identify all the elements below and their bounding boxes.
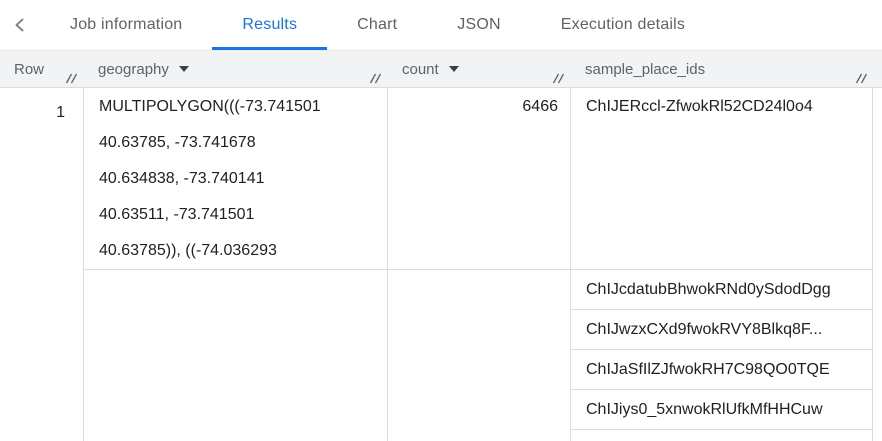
geography-line: 40.63785)), ((-74.036293 <box>99 242 277 259</box>
sort-menu-arrow-icon[interactable] <box>178 66 189 72</box>
count-cell-empty <box>387 270 570 310</box>
geography-line: 40.634838, -73.740141 <box>99 170 265 187</box>
results-table: Row geography count <box>0 50 882 441</box>
geography-cell: MULTIPOLYGON(((-73.741501 40.63785, -73.… <box>83 88 387 270</box>
geography-cell-empty <box>83 430 387 441</box>
geography-cell-empty <box>83 310 387 350</box>
geography-cell-empty <box>83 270 387 310</box>
count-cell-empty <box>387 310 570 350</box>
column-resize-icon[interactable] <box>552 72 565 84</box>
count-cell-empty <box>387 430 570 441</box>
column-header-geography: geography <box>83 51 387 87</box>
sample-place-id-cell: ChIJaSfIlZJfwokRH7C98QO0TQE <box>570 350 873 390</box>
table-subrow: ChIJaSfIlZJfwokRH7C98QO0TQE <box>0 350 882 390</box>
column-label-row: Row <box>14 60 45 78</box>
table-body: 1 MULTIPOLYGON(((-73.741501 40.63785, -7… <box>0 88 882 441</box>
sample-place-id-cell: ChIJcdatubBhwokRNd0ySdodDgg <box>570 270 873 310</box>
table-header-row: Row geography count <box>0 50 882 88</box>
column-header-sample-place-ids: sample_place_ids <box>570 51 873 87</box>
row-number-cell-empty <box>0 350 83 390</box>
geography-cell-empty <box>83 390 387 430</box>
tab-chart[interactable]: Chart <box>357 16 398 33</box>
count-cell-empty <box>387 350 570 390</box>
sample-place-id-cell: ChIJiys0_5xnwokRlUfkMfHHCuw <box>570 390 873 430</box>
row-number-cell: 1 <box>56 104 65 121</box>
tab-job-information[interactable]: Job information <box>70 16 183 33</box>
back-button[interactable] <box>12 0 40 50</box>
column-header-row: Row <box>0 51 83 87</box>
column-resize-icon[interactable] <box>855 72 868 84</box>
column-label-geography: geography <box>98 60 169 78</box>
chevron-left-icon <box>12 17 28 33</box>
geography-cell-empty <box>83 350 387 390</box>
sort-menu-arrow-icon[interactable] <box>448 66 459 72</box>
table-subrow-partial <box>0 430 882 441</box>
geography-line: 40.63785, -73.741678 <box>99 134 256 151</box>
results-tab-bar: Job information Results Chart JSON Execu… <box>0 0 882 50</box>
count-cell-empty <box>387 390 570 430</box>
row-number-cell-empty <box>0 430 83 441</box>
geography-line: 40.63511, -73.741501 <box>99 206 255 223</box>
sample-place-id-cell: ChIJERccl-ZfwokRl52CD24l0o4 <box>570 88 873 270</box>
column-resize-icon[interactable] <box>369 72 382 84</box>
table-subrow: ChIJcdatubBhwokRNd0ySdodDgg <box>0 270 882 310</box>
row-number-cell-empty <box>0 270 83 310</box>
sample-place-id-cell-empty <box>570 430 873 441</box>
row-number-cell-empty <box>0 310 83 350</box>
tab-results[interactable]: Results <box>212 0 328 50</box>
table-subrow: ChIJiys0_5xnwokRlUfkMfHHCuw <box>0 390 882 430</box>
row-number-cell-empty <box>0 390 83 430</box>
tab-json[interactable]: JSON <box>457 16 501 33</box>
sample-place-id-cell: ChIJwzxCXd9fwokRVY8Blkq8F... <box>570 310 873 350</box>
tab-execution-details[interactable]: Execution details <box>560 16 686 33</box>
column-label-sample-place-ids: sample_place_ids <box>585 60 706 78</box>
column-resize-icon[interactable] <box>65 72 78 84</box>
geography-line: MULTIPOLYGON(((-73.741501 <box>99 98 321 115</box>
column-header-count: count <box>387 51 570 87</box>
table-row-1: 1 MULTIPOLYGON(((-73.741501 40.63785, -7… <box>0 88 882 270</box>
column-label-count: count <box>402 60 439 78</box>
count-cell: 6466 <box>387 88 570 270</box>
table-subrow: ChIJwzxCXd9fwokRVY8Blkq8F... <box>0 310 882 350</box>
